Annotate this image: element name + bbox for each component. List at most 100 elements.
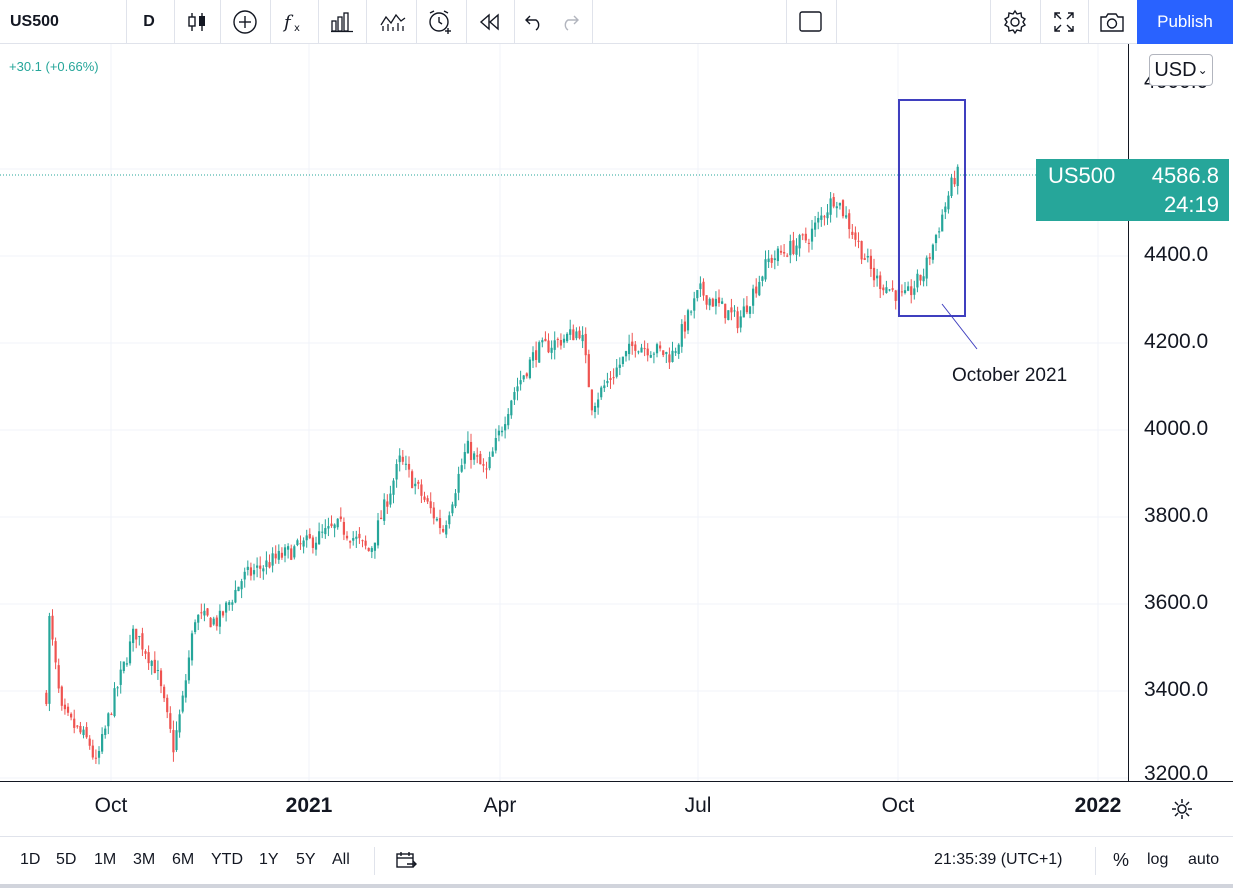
time-axis[interactable]: Oct 2021 Apr Jul Oct 2022 [0, 781, 1233, 835]
candle-body [628, 343, 631, 355]
candlestick-chart[interactable] [0, 44, 1128, 781]
range-5d[interactable]: 5D [56, 851, 77, 868]
toolbar-divider [990, 0, 991, 44]
range-3m[interactable]: 3M [133, 851, 156, 868]
candle-body [150, 660, 153, 666]
candle-body [398, 455, 401, 463]
candle-body [507, 414, 510, 426]
candle-body [584, 333, 587, 356]
bottom-toolbar: 1D 5D 1M 3M 6M YTD 1Y 5Y All 21:35:39 (U… [0, 836, 1233, 884]
candle-body [376, 520, 380, 546]
candle-body [618, 364, 621, 368]
price-change: +30.1 (+0.66%) [9, 59, 99, 74]
candle-body [872, 267, 876, 281]
candle-body [144, 651, 147, 654]
symbol-search-button[interactable]: US500 [10, 13, 59, 30]
clock-timezone[interactable]: 21:35:39 (UTC+1) [934, 851, 1063, 868]
candle-body [835, 206, 838, 209]
candle-body [764, 259, 767, 280]
percent-toggle[interactable]: % [1113, 850, 1130, 870]
toolbar-divider [374, 847, 375, 875]
candle-body [262, 568, 265, 572]
candle-body [919, 274, 922, 281]
candle-body [851, 231, 854, 235]
candle-body [252, 570, 256, 575]
fullscreen-icon[interactable] [1052, 0, 1076, 44]
candle-body [432, 507, 435, 519]
candle-body [752, 288, 755, 306]
candle-body [528, 359, 532, 379]
toolbar-divider [836, 0, 837, 44]
range-1m[interactable]: 1M [94, 851, 117, 868]
candle-body [349, 541, 352, 543]
price-scale[interactable]: 4600.0 4400.0 4200.0 4000.0 3800.0 3600.… [1128, 44, 1233, 785]
candle-body [686, 310, 690, 331]
candle-body [463, 452, 466, 464]
chart-pane[interactable] [0, 44, 1128, 781]
candle-body [652, 353, 656, 355]
candle-body [677, 344, 680, 355]
camera-icon[interactable] [1098, 0, 1126, 44]
candle-body [820, 215, 823, 220]
range-6m[interactable]: 6M [172, 851, 195, 868]
candle-body [721, 301, 724, 304]
candle-body [516, 386, 519, 392]
candle-body [603, 385, 606, 389]
candle-body [848, 213, 851, 230]
auto-toggle[interactable]: auto [1188, 851, 1220, 868]
candle-body [48, 616, 51, 704]
gear-icon[interactable] [1171, 798, 1193, 825]
range-1y[interactable]: 1Y [259, 851, 279, 868]
candle-body [91, 745, 94, 758]
candle-body [361, 540, 364, 542]
candle-body [101, 734, 104, 752]
candle-body [742, 306, 745, 318]
candle-body [277, 550, 280, 560]
candle-body [696, 290, 699, 299]
alert-icon[interactable] [427, 0, 453, 44]
candles-icon[interactable] [186, 0, 208, 44]
candle-body [417, 481, 420, 484]
candle-body [606, 380, 609, 384]
settings-icon[interactable] [1002, 0, 1028, 44]
candle-body [497, 430, 501, 436]
candle-body [420, 484, 423, 496]
calendar-range-icon[interactable] [395, 850, 417, 875]
candle-body [665, 352, 668, 355]
interval-button[interactable]: D [143, 13, 155, 30]
candle-body [240, 581, 243, 590]
candle-body [280, 552, 284, 558]
candle-body [659, 345, 662, 349]
candle-body [383, 499, 386, 521]
candle-body [333, 524, 336, 529]
candle-body [57, 665, 60, 689]
range-all[interactable]: All [332, 851, 350, 868]
log-toggle[interactable]: log [1147, 851, 1169, 868]
candle-body [438, 518, 442, 529]
compare-icon[interactable] [380, 0, 406, 44]
bars-icon[interactable] [330, 0, 354, 44]
candle-body [389, 493, 392, 505]
replay-icon[interactable] [478, 0, 502, 44]
candle-body [448, 515, 451, 525]
undo-icon[interactable] [524, 0, 544, 44]
candle-body [637, 351, 640, 353]
candle-body [662, 350, 665, 355]
time-label: 2021 [285, 794, 333, 817]
candle-body [779, 250, 783, 253]
candle-body [541, 340, 544, 343]
chevron-down-icon: ⌄ [1197, 63, 1208, 77]
candle-body [305, 535, 308, 541]
add-indicator-icon[interactable] [232, 0, 258, 44]
price-label: 3800.0 [1144, 504, 1209, 527]
currency-selector[interactable]: USD ⌄ [1149, 54, 1213, 86]
rectangle-icon[interactable] [798, 0, 824, 44]
publish-button[interactable]: Publish [1137, 0, 1233, 44]
candle-body [79, 725, 82, 733]
candle-body [147, 652, 150, 664]
redo-icon[interactable] [560, 0, 580, 44]
range-5y[interactable]: 5Y [296, 851, 316, 868]
range-1d[interactable]: 1D [20, 851, 41, 868]
range-ytd[interactable]: YTD [211, 851, 243, 868]
